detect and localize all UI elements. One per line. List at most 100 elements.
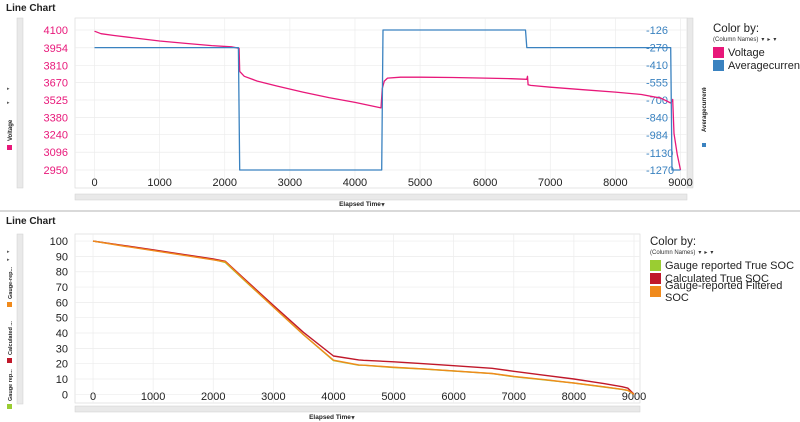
y-tick-label: 3240 xyxy=(44,130,68,142)
chevron-down-icon[interactable]: ▾ xyxy=(710,250,714,256)
x-axis-dropdown-icon[interactable]: ▼ xyxy=(350,416,356,422)
x-axis-scrollbar[interactable] xyxy=(74,405,641,413)
panel-divider xyxy=(0,210,800,212)
y-tick-labels: 0 10 20 30 40 50 60 70 80 90 100 xyxy=(50,236,68,401)
y-axis-title-calculated[interactable]: Calculated ... xyxy=(7,321,14,363)
y2-tick-label: -555 xyxy=(646,78,668,90)
voltage-current-chart: 0 1000 2000 3000 4000 5000 6000 7000 8000 9000 29… xyxy=(7,17,708,209)
y-axis-title[interactable]: Voltage xyxy=(7,119,14,150)
y-tick-label: 60 xyxy=(56,297,68,309)
plot-area xyxy=(74,233,641,404)
legend-item-averagecurrent[interactable]: Averagecurrent xyxy=(713,59,800,72)
x-tick-labels: 0 1000 2000 3000 4000 5000 6000 7000 8000 9000 xyxy=(91,177,692,189)
y-axis-selector-icon[interactable]: ▸ xyxy=(7,249,10,255)
x-tick-label: 0 xyxy=(90,391,96,403)
y-tick-label: 90 xyxy=(56,251,68,263)
legend-item-label: Averagecurrent xyxy=(728,59,800,72)
y-tick-label: 40 xyxy=(56,328,68,340)
y2-tick-label: -126 xyxy=(646,25,668,37)
voltage-swatch-icon xyxy=(7,145,12,150)
series-line-gauge-reported-filtered-soc xyxy=(92,240,635,395)
gauge-filtered-soc-swatch-icon xyxy=(7,302,12,307)
x-tick-label: 0 xyxy=(91,177,97,189)
legend-item-label: Calculated True SOC xyxy=(665,272,769,285)
y-tick-label: 0 xyxy=(62,389,68,401)
y-tick-label: 3954 xyxy=(44,43,68,55)
chevron-down-icon[interactable]: ▾ xyxy=(761,37,765,43)
y-tick-label: 30 xyxy=(56,343,68,355)
y-tick-label: 2950 xyxy=(44,165,68,177)
legend-item-gauge-reported-filtered-soc[interactable]: Gauge-reported Filtered SOC xyxy=(650,280,800,304)
x-tick-label: 5000 xyxy=(408,177,432,189)
legend-title: Color by: xyxy=(713,23,760,35)
averagecurrent-swatch-icon xyxy=(702,143,706,147)
y-axis-selector-icon[interactable]: ▸ xyxy=(7,86,10,92)
soc-chart: 0 1000 2000 3000 4000 5000 6000 7000 8000 9000 0 1… xyxy=(7,233,646,422)
y-tick-label: 3525 xyxy=(44,95,68,107)
x-tick-label: 6000 xyxy=(473,177,497,189)
x-tick-labels: 0 1000 2000 3000 4000 5000 6000 7000 8000 9000 xyxy=(90,391,646,403)
y-axis-title-gauge-filtered[interactable]: Gauge-rep... xyxy=(7,266,14,307)
soc-chart-panel: Line Chart 0 1000 2000 3000 4000 5000 6000 7000… xyxy=(0,213,800,422)
y-tick-label: 3670 xyxy=(44,77,68,89)
legend-item-voltage[interactable]: Voltage xyxy=(713,46,800,59)
y-tick-label: 3380 xyxy=(44,113,68,125)
series-line-voltage xyxy=(94,30,682,171)
y2-tick-label: -1130 xyxy=(646,148,673,160)
legend-item-label: Gauge reported True SOC xyxy=(665,259,795,272)
y-axis-scrollbar[interactable] xyxy=(16,233,24,405)
series-lines xyxy=(94,29,682,171)
gauge-true-soc-swatch-icon xyxy=(650,260,661,271)
x-tick-label: 4000 xyxy=(321,391,345,403)
x-tick-label: 1000 xyxy=(147,177,171,189)
y2-tick-labels: -126-270-410-555-700-840-984-1130-1270 xyxy=(646,25,674,177)
x-tick-label: 3000 xyxy=(261,391,285,403)
y2-tick-label: -1270 xyxy=(646,165,674,177)
legend-item-label: Voltage xyxy=(728,46,765,59)
y-axis-dropdown-icon[interactable]: ▸ xyxy=(7,100,10,106)
legend-subtitle: (Column Names) xyxy=(713,36,759,43)
y2-axis-dropdown-icon[interactable]: ▾ xyxy=(703,86,706,92)
y2-axis-title[interactable]: Averagecurrent xyxy=(702,88,708,132)
chart-title: Line Chart xyxy=(6,216,56,227)
chevron-down-icon[interactable]: ▾ xyxy=(773,37,777,43)
y-tick-label: 20 xyxy=(56,359,68,371)
y-tick-label: 10 xyxy=(56,374,68,386)
legend-item-label: Gauge-reported Filtered SOC xyxy=(665,279,783,304)
chevron-down-icon[interactable]: ▸ xyxy=(704,250,708,256)
voltage-current-chart-panel: Line Chart 0 1000 2000 3000 4000 5000 6000 7000… xyxy=(6,3,800,209)
y-axis-label: Gauge rep... xyxy=(8,369,14,401)
series-line-calculated-true-soc xyxy=(92,240,635,395)
legend: Color by: (Column Names) ▾ ▸ ▾ Gauge rep… xyxy=(650,236,800,304)
y-tick-label: 80 xyxy=(56,267,68,279)
y2-tick-label: -410 xyxy=(646,60,668,72)
legend-item-calculated-true-soc[interactable]: Calculated True SOC xyxy=(650,272,800,285)
chevron-down-icon[interactable]: ▸ xyxy=(767,37,771,43)
y-axis-label: Calculated ... xyxy=(8,321,14,355)
x-axis-scrollbar[interactable] xyxy=(74,193,688,201)
series-line-averagecurrent xyxy=(94,29,681,171)
chevron-down-icon[interactable]: ▾ xyxy=(698,250,702,256)
y-tick-label: 3096 xyxy=(44,147,68,159)
y2-axis-scrollbar[interactable] xyxy=(686,17,694,189)
legend-subtitle: (Column Names) xyxy=(650,249,696,256)
x-axis-title[interactable]: Elapsed Time ▼ xyxy=(309,414,356,422)
legend-color-by-selector[interactable]: (Column Names) ▾ ▸ ▾ xyxy=(713,36,800,44)
gauge-true-soc-swatch-icon xyxy=(7,404,12,409)
legend-item-gauge-reported-true-soc[interactable]: Gauge reported True SOC xyxy=(650,259,800,272)
x-axis-dropdown-icon[interactable]: ▼ xyxy=(380,203,386,209)
y-axis-scrollbar[interactable] xyxy=(16,17,24,189)
x-axis-title[interactable]: Elapsed Time ▼ xyxy=(339,201,386,209)
y-axis-dropdown-icon[interactable]: ▸ xyxy=(7,257,10,263)
x-tick-label: 9000 xyxy=(668,177,692,189)
x-tick-label: 1000 xyxy=(141,391,165,403)
y-tick-label: 50 xyxy=(56,313,68,325)
y-tick-labels: 2950 3096 3240 3380 3525 3670 3810 3954 4100 xyxy=(44,25,68,177)
y-axis-title-gauge-reported[interactable]: Gauge rep... xyxy=(7,369,14,409)
calculated-true-soc-swatch-icon xyxy=(7,358,12,363)
y2-axis-label: Averagecurrent xyxy=(702,88,708,132)
series-lines xyxy=(92,240,635,395)
x-axis-label: Elapsed Time xyxy=(339,201,381,208)
legend-color-by-selector[interactable]: (Column Names) ▾ ▸ ▾ xyxy=(650,249,800,257)
y2-tick-label: -840 xyxy=(646,112,668,124)
